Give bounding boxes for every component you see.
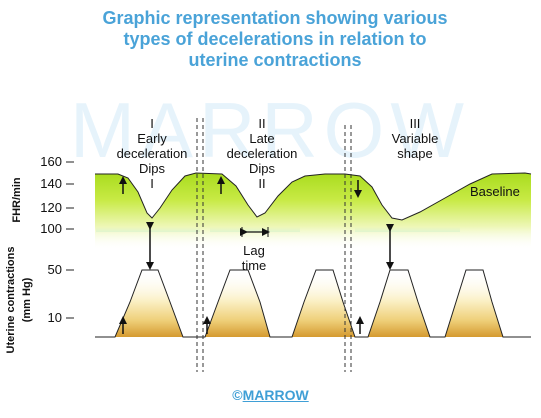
title-line-2: types of decelerations in relation to [123,29,427,49]
variable-label-line2: shape [397,146,432,161]
fhr-tick-label: 120 [40,200,62,215]
late-label-line2: deceleration [227,146,298,161]
late-label-line1: Late [249,131,274,146]
title-line-3: uterine contractions [188,50,362,70]
early-label-line2: deceleration [117,146,188,161]
late-numeral-top: II [258,116,265,131]
lag-time-label-line2: time [242,258,267,273]
uterine-tick-label: 50 [48,262,62,277]
brand-name: MARROW [242,387,309,403]
early-numeral-top: I [150,116,154,131]
late-label-line3: Dips [249,161,276,176]
fhr-tick-label: 140 [40,176,62,191]
baseline-label: Baseline [470,184,520,199]
page-title: Graphic representation showing various t… [40,8,510,71]
fhr-trace-line [95,172,532,221]
uterine-axis-label: Uterine contractions [5,247,17,354]
watermark-text: MARROW [70,86,470,174]
title-line-1: Graphic representation showing various [102,8,448,28]
fhr-tick-label: 160 [40,154,62,169]
uterine-contraction-line [95,269,531,338]
footer-brand: ©MARROW [0,387,541,403]
uterine-contraction-area [95,270,531,337]
fhr-trace-area [95,173,531,250]
copyright-symbol: © [232,387,243,403]
early-numeral-bottom: I [150,176,154,191]
early-label-line1: Early [137,131,167,146]
early-label-line3: Dips [139,161,166,176]
lag-time-label-line1: Lag [243,243,265,258]
variable-label-line1: Variable [392,131,439,146]
uterine-tick-label: 10 [48,310,62,325]
uterine-axis-unit: (mm Hg) [21,277,33,322]
fhr-tick-label: 100 [40,221,62,236]
late-numeral-bottom: II [258,176,265,191]
fhr-axis-label: FHR/min [11,177,23,223]
variable-numeral-top: III [410,116,421,131]
